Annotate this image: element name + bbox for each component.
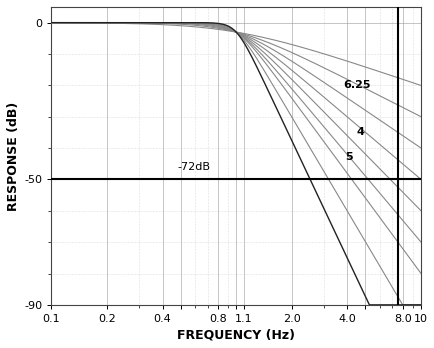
Text: 6.25: 6.25 [342, 80, 370, 90]
X-axis label: FREQUENCY (Hz): FREQUENCY (Hz) [177, 328, 295, 341]
Text: 4: 4 [356, 127, 364, 137]
Text: 5: 5 [345, 152, 352, 163]
Y-axis label: RESPONSE (dB): RESPONSE (dB) [7, 101, 20, 211]
Text: -72dB: -72dB [177, 161, 210, 172]
